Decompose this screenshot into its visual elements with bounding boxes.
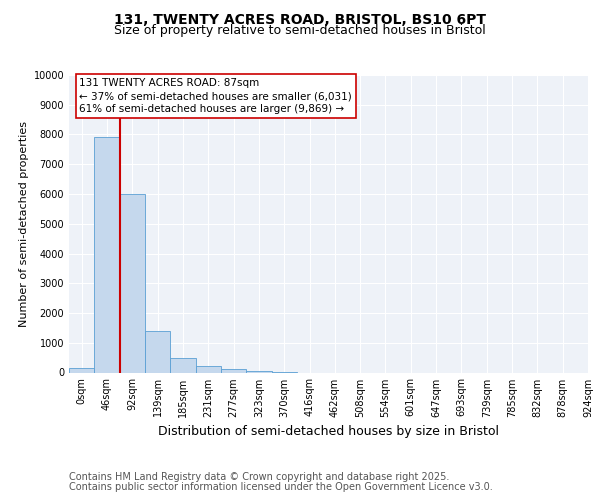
Text: Contains public sector information licensed under the Open Government Licence v3: Contains public sector information licen… [69,482,493,492]
Y-axis label: Number of semi-detached properties: Number of semi-detached properties [19,120,29,327]
Bar [94,138,119,372]
Bar [196,366,221,372]
Text: 131, TWENTY ACRES ROAD, BRISTOL, BS10 6PT: 131, TWENTY ACRES ROAD, BRISTOL, BS10 6P… [114,12,486,26]
Text: Size of property relative to semi-detached houses in Bristol: Size of property relative to semi-detach… [114,24,486,37]
X-axis label: Distribution of semi-detached houses by size in Bristol: Distribution of semi-detached houses by … [158,425,499,438]
Bar [119,194,145,372]
Bar [246,371,272,372]
Bar [170,358,196,372]
Text: 131 TWENTY ACRES ROAD: 87sqm
← 37% of semi-detached houses are smaller (6,031)
6: 131 TWENTY ACRES ROAD: 87sqm ← 37% of se… [79,78,352,114]
Text: Contains HM Land Registry data © Crown copyright and database right 2025.: Contains HM Land Registry data © Crown c… [69,472,449,482]
Bar [69,368,94,372]
Bar [221,368,246,372]
Bar [145,332,170,372]
